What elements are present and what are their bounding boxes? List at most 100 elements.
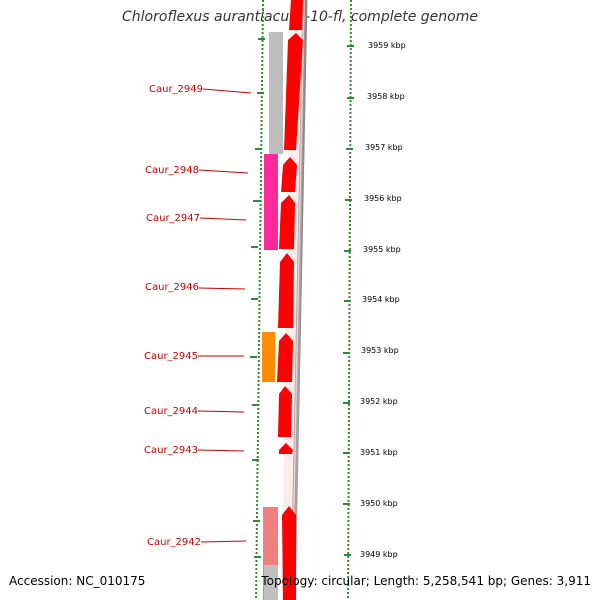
- gc-dot-left: [255, 544, 258, 546]
- gc-dot-right: [348, 316, 351, 318]
- gc-dot-right: [349, 72, 352, 74]
- gc-dot-left: [261, 76, 264, 78]
- gc-dot-left: [257, 364, 260, 366]
- gc-dotted-track-right: [347, 0, 352, 598]
- gc-dash: [250, 356, 257, 358]
- gc-dot-right: [347, 564, 350, 566]
- gene-label-caur-2946: Caur_2946: [145, 282, 199, 293]
- gc-dot-left: [259, 212, 262, 214]
- gc-dash-marks: [250, 38, 354, 558]
- cds-arrow: [279, 195, 295, 249]
- gc-dot-left: [259, 180, 262, 182]
- gc-dot-right: [349, 124, 352, 126]
- cds-arrow: [278, 253, 294, 328]
- cds-arrow: [278, 386, 292, 437]
- gc-dot-right: [349, 140, 352, 142]
- gc-dot-right: [348, 376, 351, 378]
- gc-dot-right: [347, 524, 350, 526]
- gc-dot-left: [259, 260, 261, 262]
- gc-dot-left: [258, 344, 260, 346]
- gc-dot-right: [347, 584, 350, 586]
- gc-dot-left: [258, 284, 261, 286]
- gc-dot-left: [255, 540, 258, 542]
- gc-dot-right: [349, 80, 352, 82]
- gc-dot-left: [256, 508, 259, 510]
- gc-dot-left: [257, 428, 259, 430]
- scale-tick: [344, 554, 351, 556]
- gc-dash: [251, 246, 258, 248]
- gc-dot-left: [260, 104, 263, 106]
- gc-dot-right: [347, 560, 350, 562]
- gc-dot-left: [255, 552, 258, 554]
- cds-arrow: [279, 443, 293, 454]
- gc-dot-right: [349, 180, 352, 182]
- gc-dot-right: [347, 496, 350, 498]
- kbp-label: 3955 kbp: [363, 245, 401, 254]
- gc-dot-right: [349, 64, 352, 66]
- gc-dash: [258, 38, 265, 40]
- gc-dot-right: [348, 276, 351, 278]
- gc-dot-right: [347, 520, 350, 522]
- gc-dot-left: [260, 112, 263, 114]
- gc-dot-left: [255, 560, 258, 562]
- leader-line: [200, 540, 247, 543]
- gc-dot-left: [261, 56, 264, 58]
- gc-dot-left: [261, 16, 264, 18]
- gc-dot-left: [258, 304, 261, 306]
- gc-dot-right: [347, 548, 350, 550]
- kbp-label: 3952 kbp: [360, 397, 398, 406]
- gc-dot-right: [347, 500, 350, 502]
- gc-dot-left: [259, 200, 262, 202]
- gc-dot-right: [347, 488, 350, 490]
- gc-dot-left: [255, 592, 258, 594]
- kbp-label: 3953 kbp: [361, 346, 399, 355]
- gc-dash: [255, 148, 262, 150]
- gc-dot-right: [348, 400, 350, 402]
- gc-dot-left: [261, 36, 264, 38]
- gc-dot-left: [256, 448, 259, 450]
- gc-dot-right: [349, 100, 352, 102]
- gc-dot-right: [348, 304, 351, 306]
- gc-dot-left: [261, 84, 263, 86]
- gc-dot-right: [349, 152, 352, 154]
- gc-dot-left: [260, 144, 263, 146]
- gc-dot-left: [255, 584, 258, 586]
- gc-dot-left: [259, 248, 262, 250]
- gc-dot-right: [347, 512, 350, 514]
- scale-tick: [343, 452, 350, 454]
- gc-dot-right: [349, 104, 352, 106]
- gc-dot-right: [347, 596, 349, 598]
- gc-dot-left: [261, 24, 264, 26]
- gc-dot-right: [349, 164, 352, 166]
- gc-dot-right: [349, 84, 352, 86]
- gc-dot-right: [350, 0, 352, 2]
- gc-dash: [252, 404, 259, 406]
- gc-dot-left: [256, 484, 259, 486]
- gc-dot-right: [348, 268, 351, 270]
- gc-dot-left: [260, 108, 263, 110]
- gc-dot-left: [261, 28, 264, 30]
- gc-dot-right: [347, 436, 350, 438]
- gc-dot-right: [348, 248, 351, 250]
- gc-dot-right: [349, 32, 352, 34]
- gc-dot-right: [348, 292, 351, 294]
- gc-dot-right: [349, 92, 352, 94]
- gc-dot-left: [261, 32, 264, 34]
- gc-dot-right: [349, 36, 352, 38]
- gc-dot-left: [257, 424, 260, 426]
- gene-label-caur-2947: Caur_2947: [146, 213, 200, 224]
- gc-dot-right: [349, 196, 351, 198]
- gc-dot-left: [260, 172, 262, 174]
- gc-dot-left: [259, 240, 262, 242]
- gc-dot-right: [347, 472, 350, 474]
- gc-dot-left: [256, 512, 258, 514]
- kbp-label: 3951 kbp: [360, 448, 398, 457]
- gc-dot-left: [261, 60, 264, 62]
- gc-dot-right: [349, 188, 352, 190]
- gc-dot-left: [257, 408, 260, 410]
- gc-dot-right: [348, 308, 351, 310]
- gc-dot-left: [258, 316, 261, 318]
- gc-dot-right: [349, 184, 352, 186]
- gc-dot-left: [258, 296, 261, 298]
- gc-dot-right: [348, 228, 351, 230]
